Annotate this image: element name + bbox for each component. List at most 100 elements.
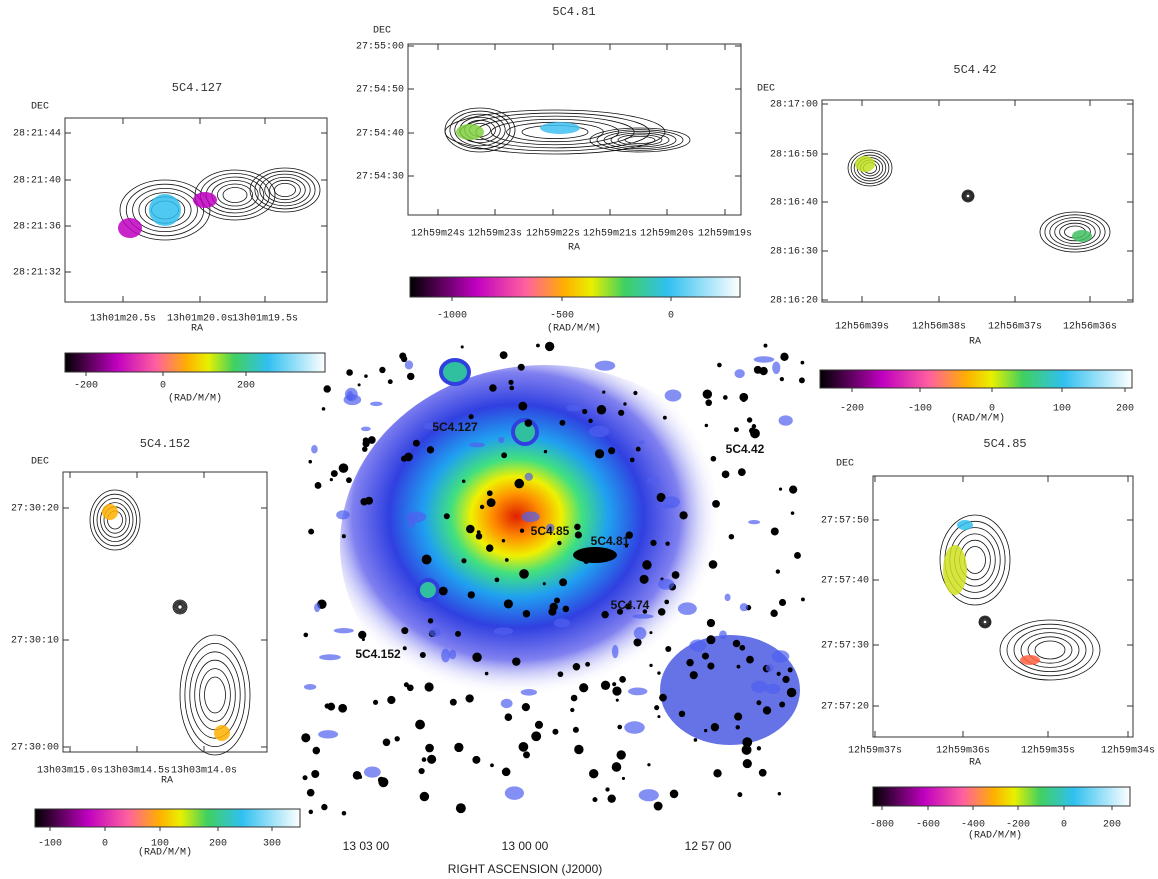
point-source: [454, 743, 463, 752]
emission-patch: [772, 650, 790, 662]
point-source: [415, 720, 425, 730]
point-source: [303, 633, 308, 638]
point-source: [737, 665, 741, 669]
point-source: [301, 733, 310, 742]
point-source: [601, 681, 610, 690]
emission-patch: [397, 592, 405, 596]
y-tick-label: 27:57:20: [821, 702, 869, 713]
rm-patch: [118, 218, 142, 238]
point-source: [709, 560, 718, 569]
emission-patch: [751, 681, 768, 693]
y-tick-label: 28:21:36: [13, 222, 61, 233]
point-source: [734, 713, 742, 721]
point-source: [353, 771, 362, 780]
source-label: 5C4.85: [531, 524, 570, 538]
point-source: [657, 715, 660, 718]
point-source: [583, 558, 589, 564]
point-source: [303, 775, 308, 780]
x-tick-label: 12h59m21s: [583, 228, 637, 240]
x-tick-label: 12h59m35s: [1021, 745, 1075, 757]
point-source: [331, 470, 338, 477]
point-source: [518, 364, 525, 371]
point-source: [388, 379, 393, 384]
x-tick-label: 12h59m37s: [848, 745, 902, 757]
emission-patch: [766, 664, 774, 672]
point-source: [461, 558, 466, 563]
point-source: [420, 652, 426, 658]
point-source: [487, 490, 493, 496]
emission-patch: [639, 789, 659, 801]
x-tick-label: 12h59m24s: [411, 228, 465, 240]
emission-patch: [719, 630, 727, 639]
point-source: [612, 682, 616, 686]
point-source: [505, 713, 513, 721]
point-source: [705, 399, 712, 406]
point-source: [713, 769, 721, 777]
point-source: [485, 672, 489, 676]
point-source: [552, 729, 558, 735]
point-source: [535, 721, 543, 729]
point-source: [536, 344, 540, 348]
y-tick-label: 27:30:10: [11, 636, 59, 647]
point-source: [764, 344, 768, 348]
x-tick-label: 12h56m38s: [912, 321, 966, 333]
y-tick-label: 27:57:50: [821, 516, 869, 527]
point-source: [407, 373, 414, 380]
point-source: [630, 458, 635, 463]
point-source: [771, 527, 779, 535]
rm-patch: [102, 504, 118, 520]
point-source: [733, 640, 740, 647]
emission-patch: [429, 628, 441, 637]
emission-patch: [566, 405, 581, 411]
point-source: [342, 534, 346, 538]
emission-patch: [554, 618, 570, 627]
x-tick-label: 12h56m36s: [1063, 321, 1117, 333]
point-source: [574, 524, 580, 530]
point-source: [502, 768, 511, 777]
point-source: [574, 745, 583, 754]
colorbar-tick-label: 300: [263, 839, 281, 850]
point-source: [734, 427, 739, 432]
point-source: [712, 500, 720, 508]
point-source: [738, 468, 746, 476]
emission-patch: [595, 361, 615, 371]
y-tick-label: 27:30:00: [11, 743, 59, 754]
point-source: [711, 723, 719, 731]
point-source: [589, 769, 598, 778]
point-source: [477, 530, 481, 534]
point-source: [616, 699, 619, 702]
panel-frame: [65, 118, 327, 302]
point-source: [425, 744, 434, 753]
point-source: [545, 342, 554, 351]
point-source: [649, 664, 652, 667]
emission-patch: [525, 473, 533, 481]
point-source: [364, 374, 368, 378]
point-source: [623, 402, 626, 405]
emission-patch: [612, 645, 619, 658]
emission-patch: [589, 426, 609, 437]
colorbar: [410, 277, 740, 297]
source-label: 5C4.152: [355, 647, 401, 661]
point-source: [518, 402, 527, 411]
point-source: [523, 751, 530, 758]
emission-patch: [766, 684, 781, 694]
point-source: [422, 757, 427, 762]
colorbar: [35, 809, 300, 827]
point-source: [501, 452, 507, 458]
point-source: [579, 683, 588, 692]
point-source: [401, 456, 407, 462]
y-tick-label: 27:57:30: [821, 641, 869, 652]
point-source: [557, 541, 561, 545]
point-source: [428, 618, 433, 623]
point-source: [563, 606, 570, 613]
x-tick-label: 12h59m34s: [1101, 745, 1155, 757]
source-label: 5C4.127: [432, 420, 478, 434]
point-source: [791, 511, 795, 515]
y-tick-label: 27:54:50: [356, 85, 404, 96]
point-source: [665, 646, 671, 652]
x-tick-label: 12 57 00: [685, 839, 732, 853]
emission-patch: [779, 415, 793, 425]
point-source: [462, 480, 466, 484]
point-source: [654, 802, 663, 811]
emission-patch: [505, 786, 524, 800]
